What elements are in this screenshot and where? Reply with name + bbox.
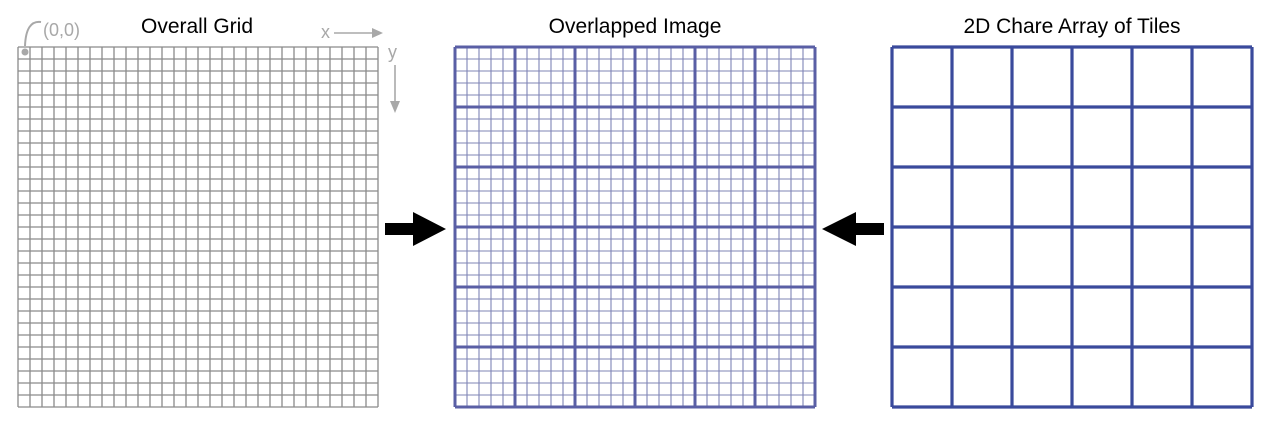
origin-curve-arrow-icon [24,20,42,47]
overlapped-image-title: Overlapped Image [549,15,722,38]
coordinate-annotation: (0,0) x y [21,20,400,113]
overlapped-tile-grid [453,45,817,409]
chare-array-tiles-panel: 2D Chare Array of Tiles [890,15,1254,409]
chare-tile-grid [890,45,1254,409]
chare-array-title: 2D Chare Array of Tiles [963,15,1180,38]
left-pointing-arrow-icon [822,212,884,246]
x-axis-label: x [321,22,330,42]
origin-dot-icon [21,48,29,56]
overall-fine-grid [17,46,379,408]
overall-grid-panel: Overall Grid (0,0) x y [17,15,400,408]
y-axis-label: y [388,42,397,62]
x-direction-arrowhead-icon [372,28,383,38]
overall-grid-title: Overall Grid [141,15,253,38]
overlapped-image-panel: Overlapped Image [453,15,817,409]
y-direction-arrowhead-icon [390,101,400,113]
right-pointing-arrow-icon [385,212,446,246]
origin-label: (0,0) [43,20,80,40]
